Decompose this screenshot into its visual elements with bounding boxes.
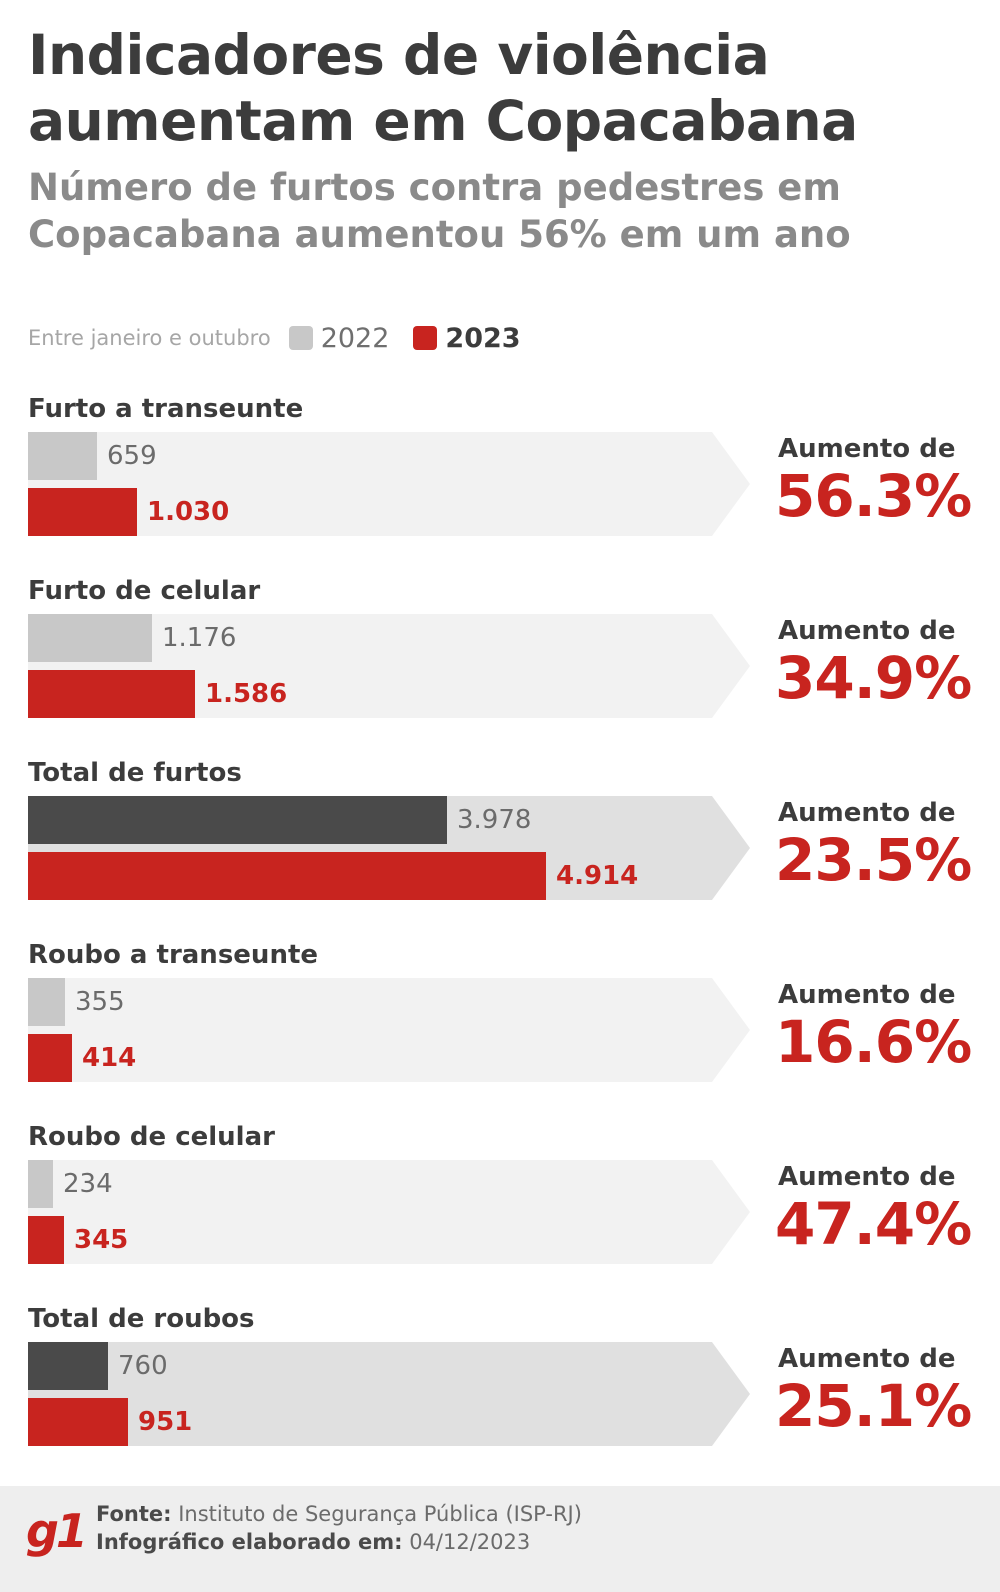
data-label-2023: 1.586 <box>205 679 288 709</box>
bar-2023 <box>28 670 195 718</box>
category-label: Furto de celular <box>28 576 261 606</box>
category-group: Roubo de celular 234 345 Aumento de 47.4% <box>0 1122 1000 1282</box>
arrow-background <box>28 978 750 1082</box>
bar-2022 <box>28 432 97 480</box>
data-label-2022: 659 <box>107 441 157 471</box>
date-value: 04/12/2023 <box>402 1530 531 1554</box>
increase-value: 16.6% <box>775 1008 972 1076</box>
category-group: Total de roubos 760 951 Aumento de 25.1% <box>0 1304 1000 1464</box>
category-label: Roubo a transeunte <box>28 940 319 970</box>
bar-2023 <box>28 1034 72 1082</box>
bar-2022 <box>28 1342 108 1390</box>
data-label-2023: 414 <box>82 1043 137 1073</box>
bar-2022 <box>28 1160 53 1208</box>
legend-note: Entre janeiro e outubro <box>28 326 271 350</box>
data-label-2022: 760 <box>118 1351 168 1381</box>
bar-2022 <box>28 796 447 844</box>
data-label-2022: 355 <box>75 987 125 1017</box>
data-label-2022: 1.176 <box>162 623 237 653</box>
increase-label: Aumento de <box>778 616 956 646</box>
increase-label: Aumento de <box>778 1162 956 1192</box>
legend-label-2022: 2022 <box>320 322 390 354</box>
legend-swatch-2023 <box>413 326 438 350</box>
g1-logo: g1 <box>26 1504 88 1558</box>
category-label: Total de furtos <box>28 758 242 788</box>
source-value: Instituto de Segurança Pública (ISP-RJ) <box>171 1502 582 1526</box>
increase-label: Aumento de <box>778 980 956 1010</box>
footer: g1 Fonte: Instituto de Segurança Pública… <box>0 1486 1000 1592</box>
arrow-background <box>28 614 750 718</box>
data-label-2023: 951 <box>138 1407 193 1437</box>
bar-2023 <box>28 1398 128 1446</box>
data-label-2023: 4.914 <box>556 861 639 891</box>
date-label: Infográfico elaborado em: <box>96 1530 403 1554</box>
category-label: Roubo de celular <box>28 1122 275 1152</box>
date-line: Infográfico elaborado em: 04/12/2023 <box>96 1530 530 1554</box>
legend-label-2023: 2023 <box>445 322 521 354</box>
category-group: Furto de celular 1.176 1.586 Aumento de 34.9… <box>0 576 1000 736</box>
source-line: Fonte: Instituto de Segurança Pública (I… <box>96 1502 582 1526</box>
arrow-background <box>28 432 750 536</box>
bar-2023 <box>28 852 546 900</box>
increase-label: Aumento de <box>778 434 956 464</box>
increase-value: 25.1% <box>775 1372 972 1440</box>
source-label: Fonte: <box>96 1502 172 1526</box>
category-label: Total de roubos <box>28 1304 255 1334</box>
bar-2023 <box>28 1216 64 1264</box>
chart-subtitle: Número de furtos contra pedestres em Cop… <box>28 166 851 256</box>
legend: Entre janeiro e outubro 2022 2023 <box>28 318 545 358</box>
category-group: Total de furtos 3.978 4.914 Aumento de 23.5% <box>0 758 1000 918</box>
category-label: Furto a transeunte <box>28 394 304 424</box>
arrow-background <box>28 1160 750 1264</box>
arrow-background <box>28 1342 750 1446</box>
increase-label: Aumento de <box>778 1344 956 1374</box>
increase-value: 23.5% <box>775 826 972 894</box>
increase-value: 34.9% <box>775 644 972 712</box>
data-label-2023: 1.030 <box>147 497 230 527</box>
data-label-2022: 234 <box>63 1169 113 1199</box>
bar-2022 <box>28 978 65 1026</box>
increase-value: 47.4% <box>775 1190 972 1258</box>
legend-swatch-2022 <box>288 326 313 350</box>
bar-2023 <box>28 488 137 536</box>
data-label-2023: 345 <box>74 1225 129 1255</box>
data-label-2022: 3.978 <box>457 805 532 835</box>
increase-label: Aumento de <box>778 798 956 828</box>
category-group: Furto a transeunte 659 1.030 Aumento de 56.3… <box>0 394 1000 554</box>
chart-title: Indicadores de violência aumentam em Cop… <box>28 23 858 153</box>
bar-2022 <box>28 614 152 662</box>
increase-value: 56.3% <box>775 462 972 530</box>
category-group: Roubo a transeunte 355 414 Aumento de 16.6% <box>0 940 1000 1100</box>
